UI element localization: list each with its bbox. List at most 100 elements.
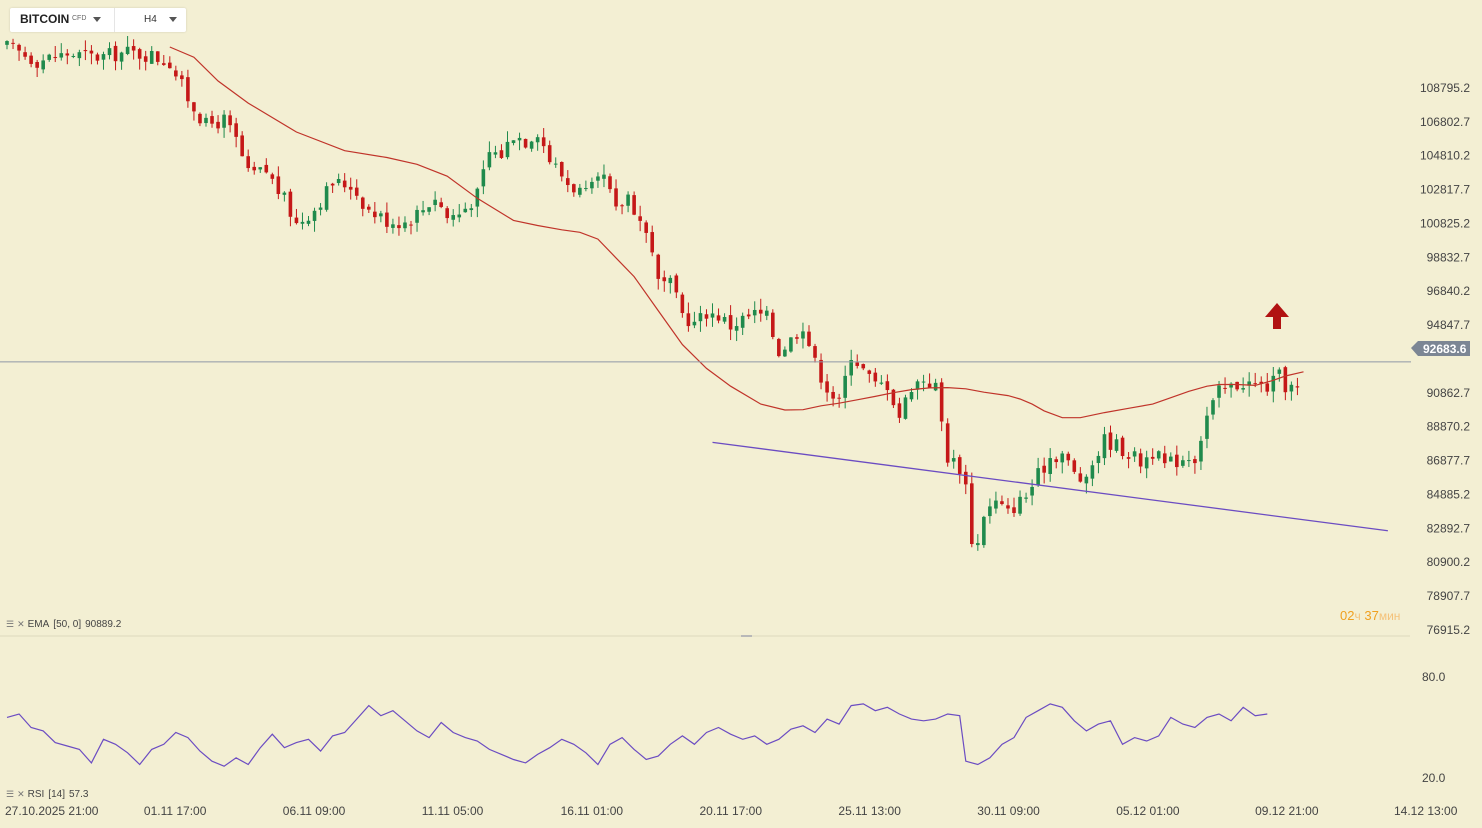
countdown-hours: 02 [1340, 608, 1355, 623]
chevron-down-icon[interactable] [93, 17, 101, 22]
candle-body [565, 178, 570, 186]
candle-body [777, 338, 781, 357]
rsi-value: 57.3 [68, 789, 89, 800]
candle-body [222, 114, 226, 128]
candle-body [988, 506, 992, 517]
current-price-label: 92683.6 [1423, 342, 1467, 356]
candle-body [843, 375, 847, 398]
candle-body [758, 309, 763, 314]
candle-body [867, 370, 872, 374]
symbol-selector[interactable]: BITCOIN CFD H4 [10, 8, 186, 32]
settings-icon[interactable]: ☰ [6, 789, 14, 799]
candle-body [608, 176, 612, 190]
candle-body [849, 360, 853, 376]
candle-body [994, 500, 998, 509]
close-icon[interactable]: ✕ [17, 619, 24, 629]
candle-body [469, 208, 474, 211]
candle-body [764, 310, 769, 316]
candle-body [1138, 453, 1143, 467]
candle-body [951, 458, 956, 462]
candle-body [155, 51, 160, 62]
candle-body [752, 309, 757, 316]
candle-body [252, 166, 257, 171]
candle-body [807, 331, 811, 346]
timeframe-label[interactable]: H4 [144, 14, 157, 25]
candle-body [547, 145, 552, 163]
rsi-indicator-label[interactable]: ☰ ✕ RSI [14] 57.3 [6, 789, 88, 800]
ema-indicator-label[interactable]: ☰ ✕ EMA [50, 0] 90889.2 [6, 619, 121, 630]
candle-body [771, 312, 775, 338]
candle-body [1120, 437, 1125, 457]
price-tick-label: 84885.2 [1427, 487, 1471, 501]
candle-body [614, 188, 618, 207]
candle-body [1162, 453, 1167, 464]
candle-body [909, 392, 914, 400]
candle-body [1289, 384, 1294, 392]
candle-body [1150, 456, 1155, 459]
candle-body [1168, 456, 1173, 462]
candle-body [1006, 505, 1010, 509]
candle-body [1072, 460, 1077, 472]
candle-body [861, 364, 866, 369]
symbol-name[interactable]: BITCOIN [20, 12, 70, 26]
candle-body [47, 54, 52, 60]
candle-body [1012, 507, 1016, 514]
candle-body [1235, 381, 1239, 390]
candle-body [897, 403, 902, 418]
candle-body [1000, 501, 1004, 505]
settings-icon[interactable]: ☰ [6, 619, 14, 629]
candle-body [131, 46, 136, 51]
candle-body [1108, 432, 1113, 450]
candle-body [1217, 385, 1221, 398]
candle-body [963, 471, 968, 485]
close-icon[interactable]: ✕ [17, 789, 24, 799]
candle-body [1102, 434, 1107, 459]
candle-body [1271, 375, 1276, 392]
candle-body [89, 50, 94, 54]
candle-body [168, 62, 172, 69]
chevron-down-icon[interactable] [169, 17, 177, 22]
candle-body [1054, 459, 1059, 463]
candle-body [312, 210, 317, 221]
candle-body [1024, 497, 1028, 499]
candle-body [692, 321, 697, 326]
candle-body [650, 232, 655, 253]
price-tick-label: 106802.7 [1420, 115, 1470, 129]
candle-body [493, 152, 498, 155]
price-tick-label: 98832.7 [1427, 250, 1471, 264]
candle-body [1030, 486, 1034, 496]
candle-body [686, 313, 691, 327]
candle-body [11, 42, 15, 44]
candle-body [668, 277, 673, 284]
candle-body [360, 197, 365, 209]
candle-body [879, 382, 884, 384]
candle-body [35, 62, 39, 68]
candle-body [976, 543, 980, 546]
candle-body [354, 187, 359, 196]
candle-body [5, 41, 9, 45]
candle-countdown: 02ч 37мин [1340, 608, 1400, 623]
candle-body [795, 337, 799, 339]
candle-body [891, 389, 896, 406]
candle-body [511, 140, 516, 144]
candle-body [385, 212, 389, 227]
candle-body [813, 346, 817, 358]
candle-body [415, 209, 419, 223]
candle-body [945, 423, 950, 463]
candle-body [324, 186, 329, 210]
candle-body [831, 391, 835, 399]
candle-body [535, 137, 540, 143]
candle-body [1223, 387, 1227, 389]
candle-body [240, 135, 244, 157]
candle-body [1175, 454, 1179, 468]
candle-body [939, 382, 944, 422]
candle-body [783, 349, 787, 357]
candle-body [559, 162, 564, 177]
candle-body [1114, 439, 1119, 451]
candle-body [710, 313, 715, 318]
candle-body [41, 60, 45, 70]
candle-body [584, 188, 588, 190]
candle-body [674, 275, 679, 293]
candle-body [306, 220, 311, 224]
